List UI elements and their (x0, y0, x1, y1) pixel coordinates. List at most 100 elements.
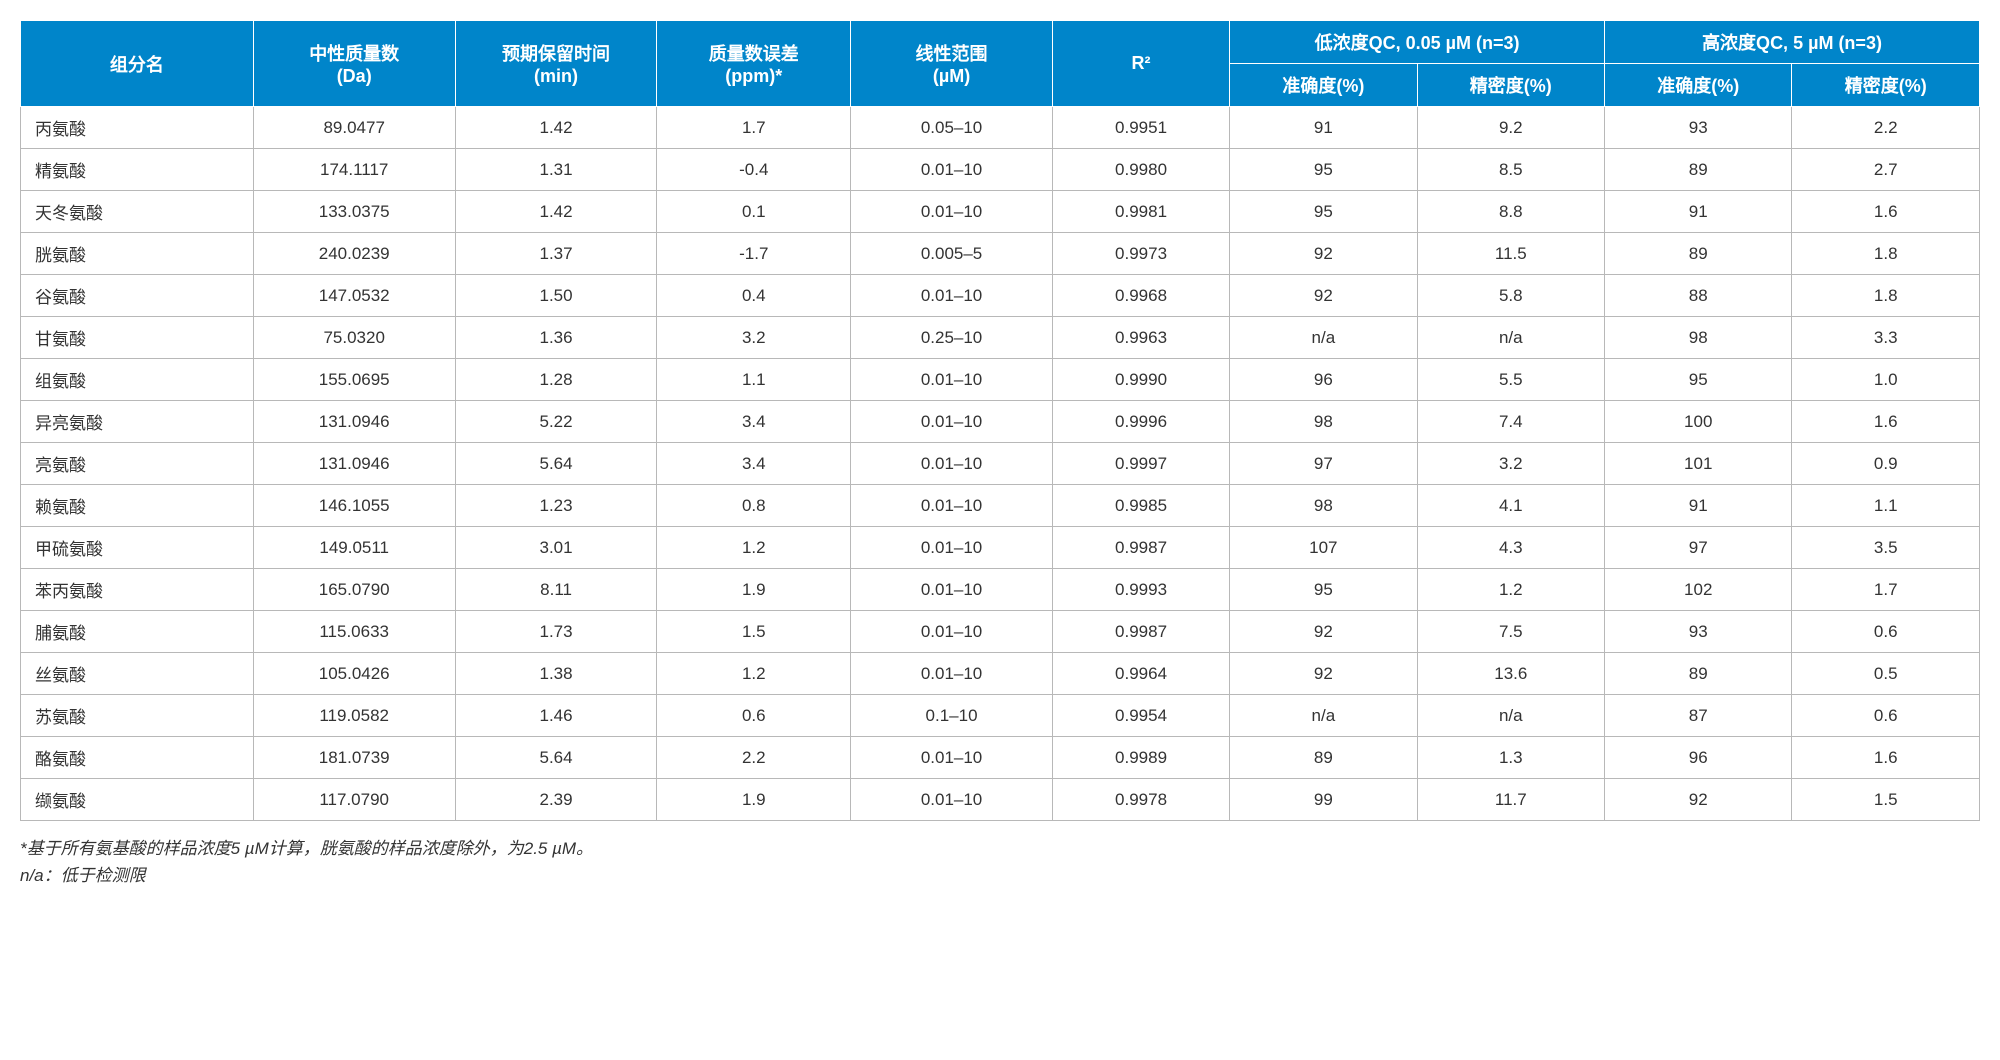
cell-ha: 89 (1605, 233, 1792, 275)
cell-rt: 5.64 (455, 737, 657, 779)
cell-mass: 131.0946 (253, 401, 455, 443)
cell-rt: 1.36 (455, 317, 657, 359)
cell-mass: 131.0946 (253, 443, 455, 485)
cell-ha: 100 (1605, 401, 1792, 443)
col-high-prec: 精密度(%) (1792, 64, 1980, 107)
cell-range: 0.01–10 (851, 401, 1053, 443)
cell-ha: 97 (1605, 527, 1792, 569)
cell-mass: 155.0695 (253, 359, 455, 401)
cell-hp: 2.2 (1792, 107, 1980, 149)
cell-name: 赖氨酸 (21, 485, 254, 527)
cell-ha: 89 (1605, 149, 1792, 191)
table-row: 缬氨酸117.07902.391.90.01–100.99789911.7921… (21, 779, 1980, 821)
cell-la: 107 (1230, 527, 1417, 569)
col-range: 线性范围(µM) (851, 21, 1053, 107)
table-row: 亮氨酸131.09465.643.40.01–100.9997973.21010… (21, 443, 1980, 485)
cell-rt: 1.37 (455, 233, 657, 275)
cell-lp: 8.8 (1417, 191, 1604, 233)
amino-acid-table: 组分名 中性质量数(Da) 预期保留时间(min) 质量数误差(ppm)* 线性… (20, 20, 1980, 821)
cell-r2: 0.9985 (1052, 485, 1229, 527)
table-row: 赖氨酸146.10551.230.80.01–100.9985984.1911.… (21, 485, 1980, 527)
cell-ha: 87 (1605, 695, 1792, 737)
cell-name: 甲硫氨酸 (21, 527, 254, 569)
cell-range: 0.01–10 (851, 443, 1053, 485)
cell-ha: 91 (1605, 485, 1792, 527)
table-row: 组氨酸155.06951.281.10.01–100.9990965.5951.… (21, 359, 1980, 401)
cell-mass: 147.0532 (253, 275, 455, 317)
cell-range: 0.01–10 (851, 569, 1053, 611)
table-row: 脯氨酸115.06331.731.50.01–100.9987927.5930.… (21, 611, 1980, 653)
footnote-line-1: *基于所有氨基酸的样品浓度5 µM计算，胱氨酸的样品浓度除外，为2.5 µM。 (20, 835, 1980, 862)
table-row: 酪氨酸181.07395.642.20.01–100.9989891.3961.… (21, 737, 1980, 779)
cell-la: n/a (1230, 317, 1417, 359)
cell-range: 0.005–5 (851, 233, 1053, 275)
cell-mass: 181.0739 (253, 737, 455, 779)
cell-la: 89 (1230, 737, 1417, 779)
cell-name: 苏氨酸 (21, 695, 254, 737)
cell-r2: 0.9993 (1052, 569, 1229, 611)
col-mass: 中性质量数(Da) (253, 21, 455, 107)
cell-r2: 0.9978 (1052, 779, 1229, 821)
cell-lp: 11.7 (1417, 779, 1604, 821)
cell-mass: 174.1117 (253, 149, 455, 191)
cell-r2: 0.9964 (1052, 653, 1229, 695)
cell-lp: 11.5 (1417, 233, 1604, 275)
cell-err: 0.6 (657, 695, 851, 737)
cell-range: 0.1–10 (851, 695, 1053, 737)
cell-la: 95 (1230, 191, 1417, 233)
cell-range: 0.01–10 (851, 653, 1053, 695)
cell-range: 0.01–10 (851, 191, 1053, 233)
cell-lp: 7.4 (1417, 401, 1604, 443)
cell-r2: 0.9973 (1052, 233, 1229, 275)
cell-la: 98 (1230, 485, 1417, 527)
cell-name: 甘氨酸 (21, 317, 254, 359)
cell-range: 0.05–10 (851, 107, 1053, 149)
cell-range: 0.01–10 (851, 275, 1053, 317)
cell-lp: 13.6 (1417, 653, 1604, 695)
cell-rt: 1.50 (455, 275, 657, 317)
cell-name: 苯丙氨酸 (21, 569, 254, 611)
cell-la: 92 (1230, 653, 1417, 695)
table-row: 胱氨酸240.02391.37-1.70.005–50.99739211.589… (21, 233, 1980, 275)
cell-la: 95 (1230, 569, 1417, 611)
cell-name: 脯氨酸 (21, 611, 254, 653)
cell-err: 1.2 (657, 653, 851, 695)
cell-hp: 1.8 (1792, 275, 1980, 317)
cell-r2: 0.9987 (1052, 527, 1229, 569)
cell-hp: 0.9 (1792, 443, 1980, 485)
cell-r2: 0.9980 (1052, 149, 1229, 191)
table-row: 丝氨酸105.04261.381.20.01–100.99649213.6890… (21, 653, 1980, 695)
table-row: 苏氨酸119.05821.460.60.1–100.9954n/an/a870.… (21, 695, 1980, 737)
cell-hp: 1.6 (1792, 737, 1980, 779)
cell-la: 92 (1230, 611, 1417, 653)
cell-err: -0.4 (657, 149, 851, 191)
cell-hp: 0.5 (1792, 653, 1980, 695)
cell-range: 0.01–10 (851, 779, 1053, 821)
cell-name: 胱氨酸 (21, 233, 254, 275)
cell-ha: 96 (1605, 737, 1792, 779)
cell-hp: 3.5 (1792, 527, 1980, 569)
cell-err: -1.7 (657, 233, 851, 275)
cell-ha: 89 (1605, 653, 1792, 695)
cell-rt: 1.38 (455, 653, 657, 695)
cell-name: 天冬氨酸 (21, 191, 254, 233)
cell-err: 1.7 (657, 107, 851, 149)
cell-rt: 5.64 (455, 443, 657, 485)
cell-name: 谷氨酸 (21, 275, 254, 317)
cell-r2: 0.9997 (1052, 443, 1229, 485)
cell-name: 酪氨酸 (21, 737, 254, 779)
cell-ha: 88 (1605, 275, 1792, 317)
table-row: 异亮氨酸131.09465.223.40.01–100.9996987.4100… (21, 401, 1980, 443)
cell-name: 组氨酸 (21, 359, 254, 401)
cell-la: n/a (1230, 695, 1417, 737)
cell-range: 0.25–10 (851, 317, 1053, 359)
cell-err: 2.2 (657, 737, 851, 779)
cell-rt: 1.42 (455, 107, 657, 149)
cell-range: 0.01–10 (851, 611, 1053, 653)
cell-rt: 1.31 (455, 149, 657, 191)
cell-lp: 4.3 (1417, 527, 1604, 569)
cell-range: 0.01–10 (851, 527, 1053, 569)
cell-mass: 75.0320 (253, 317, 455, 359)
cell-la: 92 (1230, 275, 1417, 317)
cell-hp: 1.7 (1792, 569, 1980, 611)
